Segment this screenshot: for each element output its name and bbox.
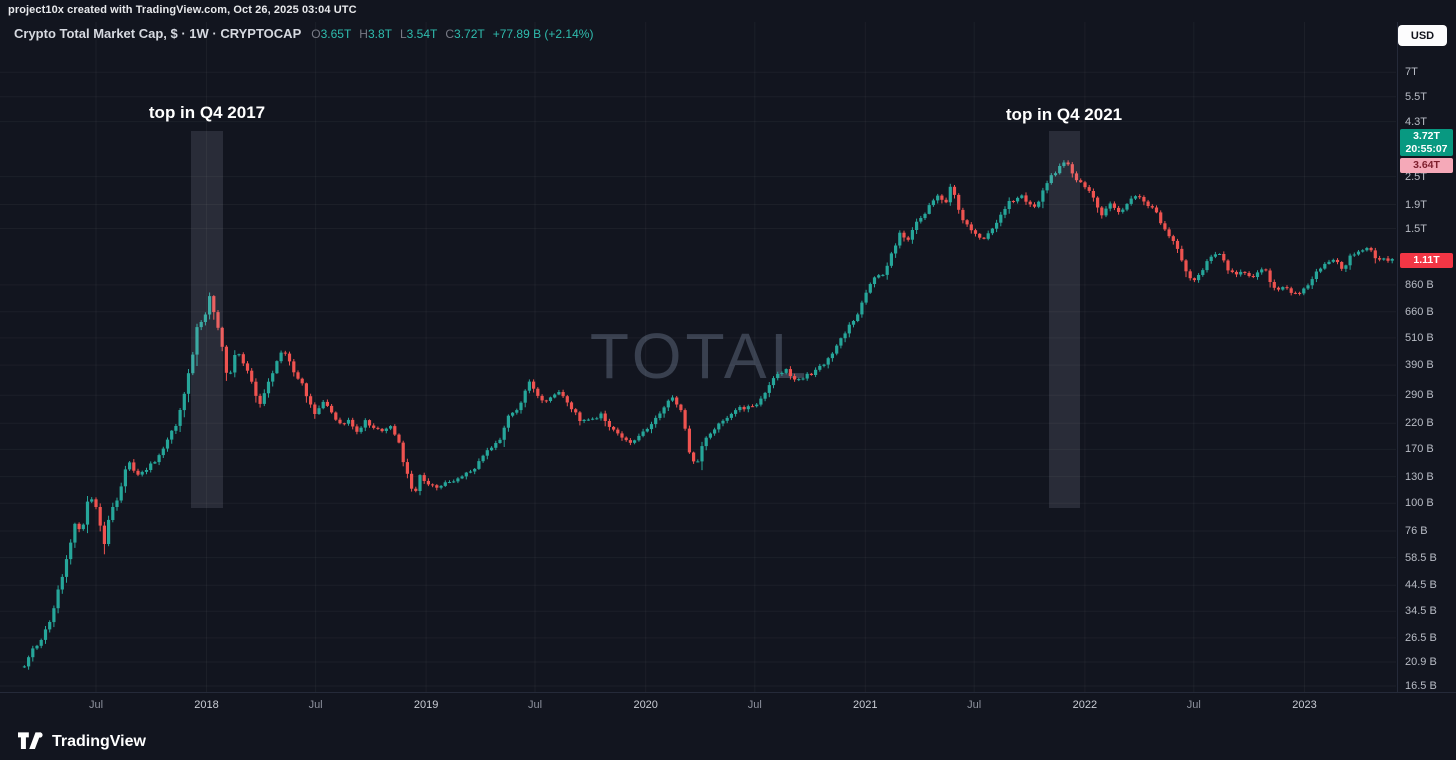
price-tick-label: 44.5 B [1405, 579, 1437, 592]
price-axis[interactable]: 7T 5.5T 4.3T 2.5T 1.9T 1.5T 860 B 660 B 510 B 390… [1397, 22, 1456, 692]
price-tick-label: 130 B [1405, 470, 1434, 483]
price-tick-label: 220 B [1405, 417, 1434, 430]
bar-close-countdown: 20:55:07 [1405, 142, 1448, 155]
price-tick-label: 170 B [1405, 443, 1434, 456]
change-value: +77.89 B (+2.14%) [492, 26, 594, 41]
price-tick-label: 20.9 B [1405, 656, 1437, 668]
price-alert-badge: 3.64T [1400, 158, 1453, 173]
watermark: TOTAL [589, 320, 811, 392]
attribution-text: project10x created with TradingView.com,… [8, 4, 357, 16]
price-tick-label: 76 B [1405, 525, 1428, 537]
time-axis-label: Jul [1186, 699, 1201, 711]
last-visible-price-badge: 1.11T [1400, 253, 1453, 268]
time-axis-label: 2023 [1292, 699, 1317, 711]
price-tick-label: 5.5T [1405, 90, 1428, 103]
tradingview-logo-icon [18, 732, 43, 749]
price-tick-label: 660 B [1405, 305, 1434, 318]
symbol-title[interactable]: Crypto Total Market Cap, $ · 1W · CRYPTO… [14, 26, 302, 41]
price-tick-label: 58.5 B [1405, 551, 1437, 564]
close-value: 3.72T [454, 26, 485, 41]
price-tick-label: 860 B [1405, 278, 1434, 291]
price-tick-label: 1.5T [1405, 222, 1428, 235]
time-axis-label: 2021 [853, 699, 878, 711]
time-axis-label: Jul [308, 699, 323, 711]
ohlc-readout: O3.65T H3.8T L3.54T C3.72T +77.89 B (+2.… [311, 27, 593, 41]
price-tick-label: 34.5 B [1405, 605, 1437, 618]
annotation-label[interactable]: top in Q4 2017 [148, 103, 266, 122]
price-tick-label: 2.5T [1405, 170, 1428, 183]
tradingview-logo[interactable]: TradingView [18, 732, 146, 751]
price-tick-label: 100 B [1405, 497, 1434, 510]
highlight-band[interactable] [191, 131, 223, 508]
price-tick-label: 7T [1405, 66, 1418, 79]
price-tick-label: 510 B [1405, 331, 1434, 344]
price-tick-label: 1.9T [1405, 198, 1428, 211]
currency-button[interactable]: USD [1398, 25, 1447, 46]
highlight-band[interactable] [1049, 131, 1080, 508]
symbol-legend[interactable]: Crypto Total Market Cap, $ · 1W · CRYPTO… [14, 26, 593, 41]
high-value: 3.8T [367, 26, 392, 41]
price-tick-label: 390 B [1405, 359, 1434, 372]
time-axis-label: 2022 [1072, 699, 1098, 711]
open-value: 3.65T [320, 26, 352, 41]
time-axis-label: Jul [88, 699, 104, 711]
high-label: H [359, 26, 368, 41]
time-axis-label: Jul [747, 699, 762, 711]
low-value: 3.54T [406, 26, 438, 41]
time-axis-label: 2018 [194, 699, 219, 711]
tradingview-logo-text: TradingView [52, 732, 146, 750]
time-axis[interactable]: Jul 2018 Jul 2019 Jul 2020 Jul 2021 Jul 2022 Jul 20… [0, 692, 1456, 720]
low-label: L [399, 26, 407, 41]
time-axis-label: 2020 [633, 699, 658, 711]
open-label: O [311, 26, 321, 41]
price-tick-label: 26.5 B [1405, 631, 1437, 644]
time-axis-label: 2019 [413, 699, 439, 711]
price-tick-label: 16.5 B [1405, 680, 1437, 692]
time-axis-label: Jul [527, 699, 543, 711]
last-price-countdown-badge: 3.72T 20:55:07 [1400, 129, 1453, 156]
time-axis-label: Jul [967, 699, 982, 711]
annotation-label[interactable]: top in Q4 2021 [1005, 105, 1123, 124]
price-tick-label: 4.3T [1405, 115, 1428, 128]
candles-layer [22, 160, 1394, 670]
price-tick-label: 290 B [1405, 389, 1434, 402]
close-label: C [445, 26, 455, 41]
